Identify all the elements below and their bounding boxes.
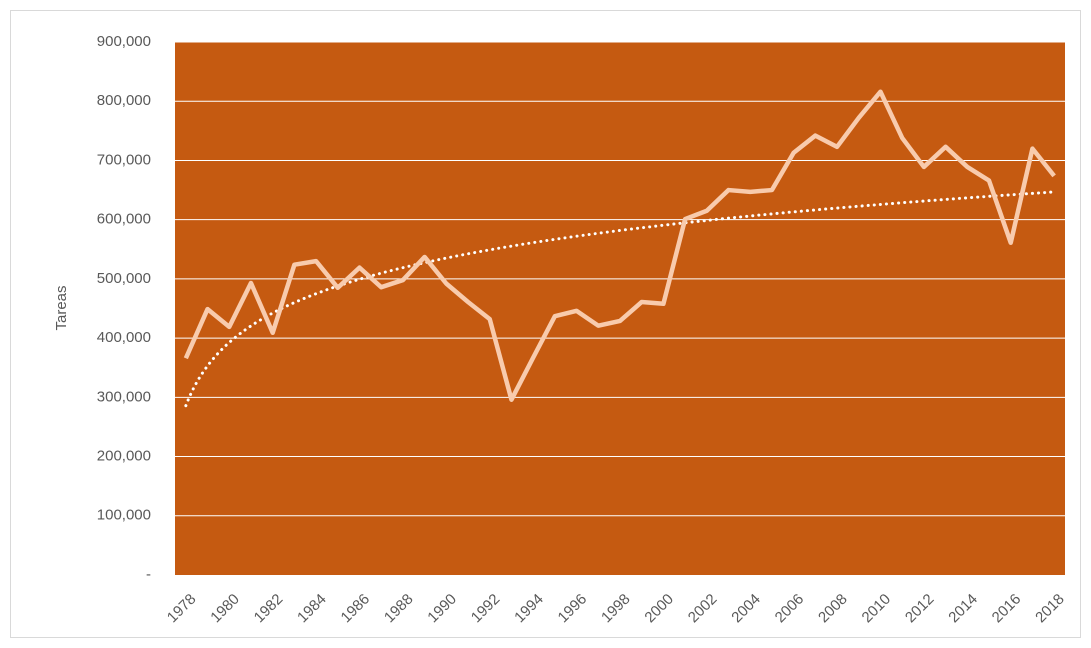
y-tick-label: 300,000 <box>97 388 151 405</box>
y-tick-label: 800,000 <box>97 92 151 109</box>
plot-area <box>175 42 1065 575</box>
line-series <box>183 89 1056 402</box>
trendline <box>184 190 1054 408</box>
y-axis-label: Tareas <box>53 285 70 330</box>
y-tick-label: - <box>146 566 151 583</box>
y-tick-label: 700,000 <box>97 151 151 168</box>
y-tick-label: 900,000 <box>97 33 151 50</box>
y-tick-label: 100,000 <box>97 507 151 524</box>
y-tick-label: 400,000 <box>97 329 151 346</box>
y-tick-label: 500,000 <box>97 270 151 287</box>
y-tick-label: 200,000 <box>97 448 151 465</box>
y-tick-label: 600,000 <box>97 211 151 228</box>
